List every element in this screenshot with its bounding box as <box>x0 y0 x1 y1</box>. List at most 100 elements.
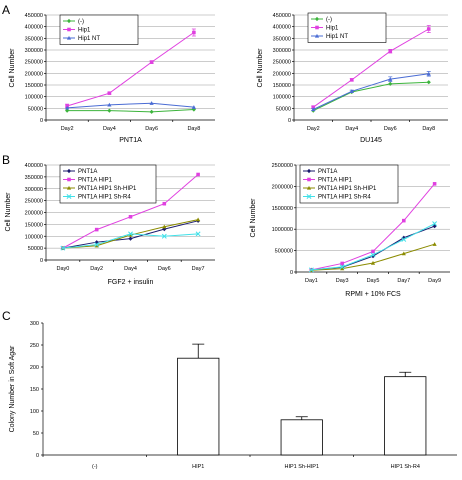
legend-label: PNT1A HIP1 Sh-R4 <box>78 195 131 201</box>
data-point <box>339 264 345 270</box>
legend-label: PNT1A <box>318 169 337 175</box>
data-point <box>432 224 437 229</box>
x-axis-label: FGF2 + insulin <box>108 279 154 286</box>
data-point <box>191 105 196 109</box>
series-0 <box>309 224 437 272</box>
y-axis-label: Cell Number <box>257 48 264 88</box>
data-point <box>107 108 112 113</box>
data-point <box>191 107 196 112</box>
y-tick-label: 250 <box>30 343 39 349</box>
bar <box>384 376 427 456</box>
legend-marker <box>307 177 311 182</box>
data-point <box>432 242 437 246</box>
data-point <box>161 233 167 239</box>
y-tick-label: 1000000 <box>272 227 293 233</box>
data-point <box>432 182 437 186</box>
x-tick-label: HIP1 <box>192 464 204 470</box>
data-point <box>388 77 393 81</box>
y-tick-label: 300000 <box>273 48 291 54</box>
data-point <box>340 266 345 271</box>
data-point <box>149 109 154 114</box>
data-point <box>370 252 376 258</box>
y-tick-label: 0 <box>288 118 291 124</box>
data-point <box>94 227 99 232</box>
chart-soft-agar-colonies: 0 50 100 150 200 250 300 Colony Number in Soft … <box>9 321 457 470</box>
data-point <box>107 102 112 107</box>
chart-rpmi-fcs-growth: 0 500000 1000000 1500000 2000000 2500000 Day1 D… <box>250 163 450 298</box>
data-point <box>311 107 316 112</box>
y-tick-label: 150 <box>30 387 39 393</box>
data-point <box>128 214 133 219</box>
data-point <box>308 267 314 273</box>
y-tick-label: 150000 <box>273 83 291 89</box>
legend-marker <box>315 25 319 30</box>
panel-label-c: C <box>2 309 11 323</box>
data-point <box>402 218 406 223</box>
panel-label-b: B <box>2 153 10 167</box>
legend-label: Hip1 NT <box>78 36 100 42</box>
y-tick-label: 350000 <box>25 175 43 181</box>
y-tick-label: 400000 <box>25 163 43 169</box>
data-point <box>426 27 431 31</box>
legend-label: Hip1 <box>326 26 339 32</box>
y-tick-label: 450000 <box>25 13 43 19</box>
legend-marker <box>66 35 72 40</box>
legend: (-) Hip1 Hip1 NT <box>59 14 139 45</box>
legend-label: Hip1 NT <box>326 34 348 40</box>
data-point <box>192 30 196 35</box>
y-tick-label: 250000 <box>25 199 43 205</box>
legend-label: PNT1A HIP1 Sh-R4 <box>318 195 371 201</box>
y-axis-label: Cell Number <box>250 198 257 238</box>
data-point <box>370 260 376 265</box>
y-tick-label: 150000 <box>25 222 43 228</box>
x-tick-label: Day2 <box>307 126 320 132</box>
y-axis-label: Colony Number in Soft Agar <box>9 345 16 432</box>
data-point <box>94 242 100 248</box>
y-tick-label: 0 <box>40 118 43 124</box>
data-point <box>340 261 344 266</box>
data-point <box>388 49 393 53</box>
data-point <box>65 108 70 113</box>
y-tick-label: 300000 <box>25 48 43 54</box>
y-tick-label: 2000000 <box>272 184 293 190</box>
data-point <box>128 231 133 237</box>
legend-label: PNT1A <box>78 169 97 175</box>
x-tick-label: Day0 <box>56 266 69 272</box>
data-point <box>149 101 154 105</box>
y-tick-label: 100000 <box>273 95 291 101</box>
error-bar <box>192 343 205 359</box>
data-point <box>371 249 375 254</box>
legend-label: Hip1 <box>78 28 91 34</box>
data-point <box>426 71 431 76</box>
y-tick-label: 250000 <box>25 60 43 66</box>
x-tick-label: Day8 <box>187 126 200 132</box>
legend-marker <box>67 27 71 32</box>
x-tick-label: Day7 <box>192 266 205 272</box>
data-point <box>432 221 438 227</box>
data-point <box>349 89 354 93</box>
legend-label: PNT1A HIP1 <box>318 178 353 184</box>
data-point <box>94 243 99 248</box>
y-axis-label: Cell Number <box>9 48 16 88</box>
series-line <box>313 73 429 110</box>
x-tick-label: Day2 <box>61 126 74 132</box>
x-axis-label: RPMI + 10% FCS <box>345 291 401 298</box>
legend-marker <box>66 194 72 199</box>
y-tick-label: 50000 <box>276 106 291 112</box>
legend: (-) Hip1 Hip1 NT <box>307 12 387 43</box>
data-point <box>196 217 201 222</box>
y-tick-label: 350000 <box>273 36 291 42</box>
x-tick-label: Day4 <box>103 126 116 132</box>
y-tick-label: 200000 <box>273 71 291 77</box>
y-tick-label: 200000 <box>25 71 43 77</box>
data-point <box>60 245 66 251</box>
y-axis-label: Cell Number <box>5 192 12 232</box>
series-2 <box>65 101 196 110</box>
legend-marker <box>66 185 72 190</box>
series-line <box>313 81 429 112</box>
x-tick-label: Day1 <box>305 278 318 284</box>
y-tick-label: 0 <box>36 453 39 459</box>
x-tick-label: HIP1 Sh-HIP1 <box>284 464 319 470</box>
series-1 <box>311 25 431 109</box>
y-tick-label: 300 <box>30 321 39 327</box>
